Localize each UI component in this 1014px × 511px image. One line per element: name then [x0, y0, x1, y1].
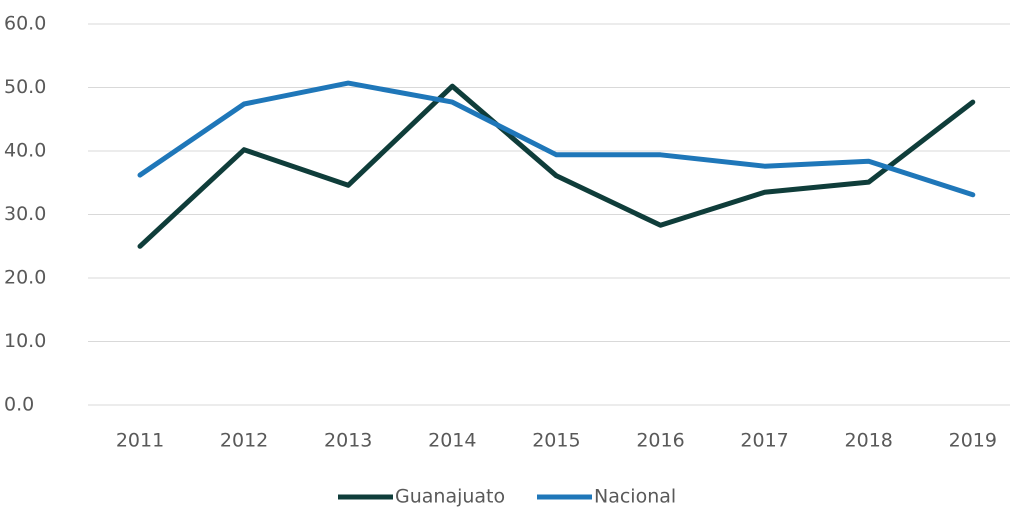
y-tick-label: 10.0 — [4, 330, 46, 352]
y-tick-label: 30.0 — [4, 203, 46, 225]
x-tick-label: 2013 — [324, 430, 372, 452]
y-tick-label: 20.0 — [4, 267, 46, 289]
x-tick-label: 2011 — [116, 430, 164, 452]
x-tick-label: 2018 — [845, 430, 893, 452]
y-tick-label: 60.0 — [4, 13, 46, 35]
y-tick-label: 40.0 — [4, 140, 46, 162]
line-series — [137, 83, 976, 249]
x-tick-label: 2015 — [532, 430, 580, 452]
y-tick-label: 50.0 — [4, 76, 46, 98]
x-tick-label: 2012 — [220, 430, 268, 452]
legend-label: Guanajuato — [395, 486, 505, 508]
y-tick-label: 0.0 — [4, 394, 34, 416]
x-tick-label: 2017 — [740, 430, 788, 452]
line-series — [137, 80, 976, 198]
x-tick-label: 2014 — [428, 430, 476, 452]
legend-label: Nacional — [594, 486, 676, 508]
x-tick-label: 2019 — [949, 430, 997, 452]
x-tick-label: 2016 — [636, 430, 684, 452]
